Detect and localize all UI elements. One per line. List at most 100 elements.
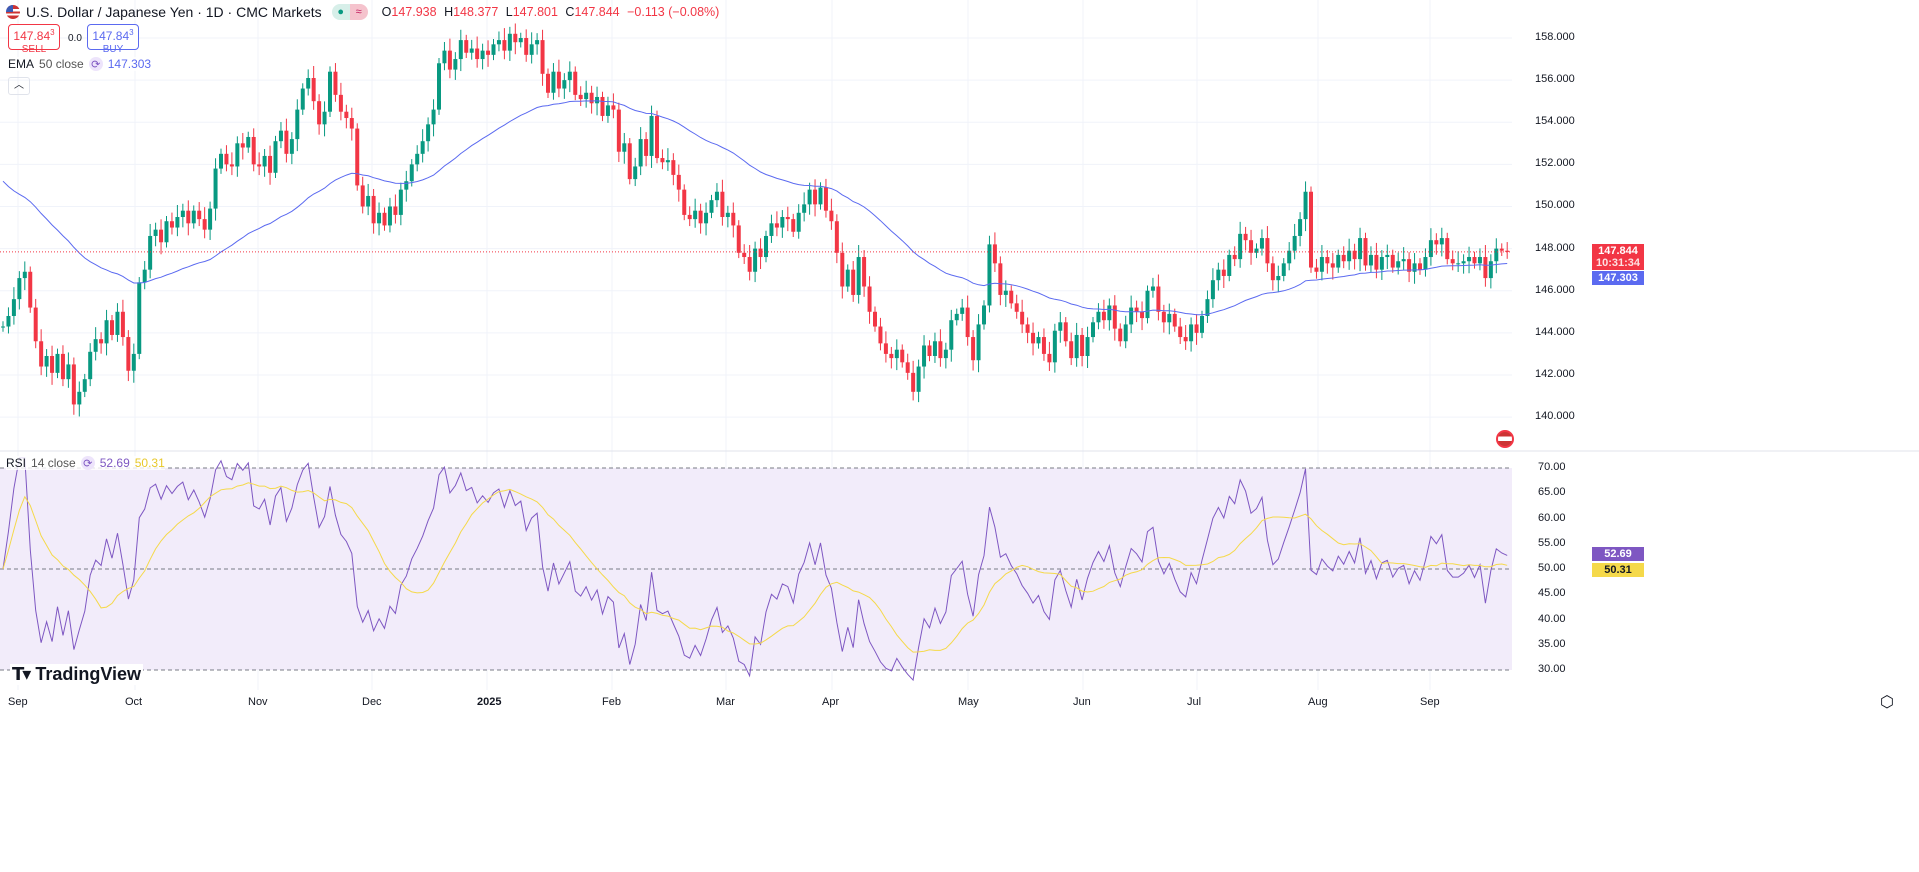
candle-body xyxy=(883,343,888,354)
candle xyxy=(747,245,752,281)
candle-body xyxy=(1020,311,1025,325)
candle-body xyxy=(1418,263,1422,270)
candle-body xyxy=(415,153,420,165)
candle xyxy=(262,148,267,177)
candle xyxy=(202,207,207,239)
candle-body xyxy=(687,214,692,220)
candle xyxy=(753,241,758,283)
rsi-tick: 60.00 xyxy=(1538,511,1566,524)
candle xyxy=(982,300,986,330)
candle xyxy=(409,159,414,187)
candle xyxy=(633,157,638,187)
candle-body xyxy=(1243,233,1248,241)
candle xyxy=(932,332,937,363)
candle-body xyxy=(240,143,245,148)
candle xyxy=(426,117,431,152)
candle xyxy=(360,176,365,214)
candle xyxy=(796,204,801,239)
candle-body xyxy=(148,235,153,270)
candle xyxy=(949,309,954,362)
candle-body xyxy=(1107,305,1112,321)
candle xyxy=(1003,280,1008,307)
rsi-legend[interactable]: RSI 14 close ⟳ 52.69 50.31 xyxy=(6,456,165,470)
candle-body xyxy=(954,313,959,321)
candle xyxy=(115,303,120,342)
candle xyxy=(219,148,223,174)
candle xyxy=(311,66,316,110)
ema-legend[interactable]: EMA 50 close ⟳ 147.303 xyxy=(8,57,152,71)
candle-body xyxy=(28,271,33,308)
candle-body xyxy=(6,315,11,327)
candle-body xyxy=(1358,238,1363,260)
candle xyxy=(431,99,436,137)
candle-body xyxy=(1227,254,1232,276)
candle xyxy=(99,332,104,354)
candle-body xyxy=(366,195,371,207)
candle xyxy=(1074,322,1079,367)
candle-body xyxy=(894,349,899,359)
settings-icon[interactable]: ⬡ xyxy=(1880,694,1894,711)
candle xyxy=(1472,251,1477,269)
candle xyxy=(1385,244,1390,270)
currency-flag-icon[interactable] xyxy=(1496,430,1514,448)
sell-button[interactable]: 147.843 SELL xyxy=(8,24,60,55)
candle-body xyxy=(229,164,234,167)
candle xyxy=(464,34,469,59)
candle-body xyxy=(938,341,943,359)
price-tick: 148.000 xyxy=(1535,241,1575,254)
candle xyxy=(251,128,256,172)
candle xyxy=(197,202,202,227)
candle xyxy=(475,36,480,68)
candle xyxy=(382,207,387,231)
candle xyxy=(398,182,403,226)
candle-body xyxy=(153,229,158,236)
buy-button[interactable]: 147.843 BUY xyxy=(87,24,139,55)
candle xyxy=(1423,248,1428,277)
candle-body xyxy=(807,189,812,205)
candle xyxy=(1069,332,1074,366)
candle xyxy=(1129,295,1134,334)
tradingview-logo[interactable]: 𝗧▾ TradingView xyxy=(10,664,144,685)
candles xyxy=(1,23,1510,417)
candle-body xyxy=(1140,311,1145,319)
candle-body xyxy=(1281,263,1286,276)
candle xyxy=(349,107,354,141)
candle-body xyxy=(60,353,65,380)
candle xyxy=(638,127,643,176)
candle-body xyxy=(202,219,207,230)
sync-icon[interactable]: ⟳ xyxy=(80,456,95,470)
sync-icon[interactable]: ⟳ xyxy=(88,57,103,71)
candle xyxy=(486,40,491,67)
candle-body xyxy=(219,153,223,169)
candle xyxy=(802,192,807,222)
candle xyxy=(159,219,164,255)
candle xyxy=(922,335,927,379)
candle-body xyxy=(1461,261,1466,264)
candle xyxy=(840,242,845,299)
candle xyxy=(322,101,327,137)
candle xyxy=(1140,301,1145,331)
candle xyxy=(126,330,131,382)
candle xyxy=(1292,223,1297,260)
candle-body xyxy=(987,244,992,306)
rsi-level-lines xyxy=(0,467,1512,671)
candle xyxy=(578,86,583,107)
candle-body xyxy=(1352,250,1357,260)
candle-body xyxy=(11,299,16,316)
candle-body xyxy=(1167,313,1172,323)
candle-body xyxy=(1118,328,1123,342)
market-status-pill[interactable]: ● ≈ xyxy=(331,4,368,20)
candle xyxy=(137,277,142,360)
candle-body xyxy=(142,269,147,283)
candle xyxy=(235,136,240,177)
symbol-title[interactable]: U.S. Dollar / Japanese Yen · 1D · CMC Ma… xyxy=(26,4,322,20)
candle-body xyxy=(502,40,507,51)
candle-body xyxy=(1265,238,1270,264)
candle xyxy=(911,360,916,401)
time-tick: Sep xyxy=(8,696,28,708)
candle xyxy=(616,102,621,163)
candle xyxy=(28,266,33,313)
candle-body xyxy=(420,141,425,154)
collapse-legend-button[interactable]: ︿ xyxy=(8,77,30,95)
